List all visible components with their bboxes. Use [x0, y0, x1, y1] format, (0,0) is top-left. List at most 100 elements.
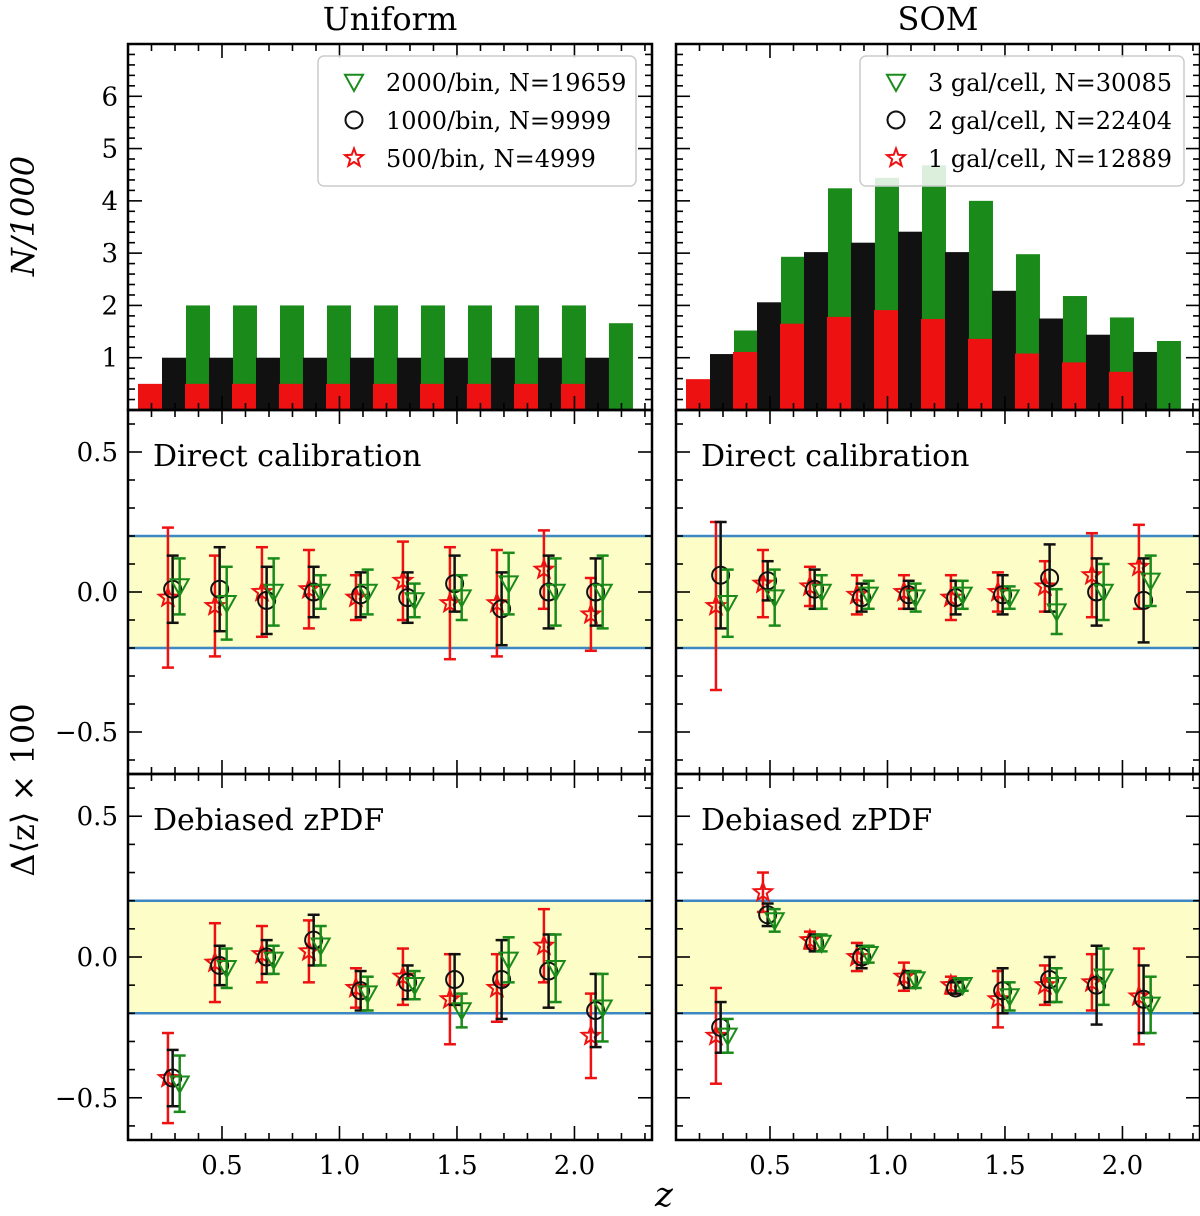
point-black-9 [586, 582, 606, 602]
bar-red-1 [184, 383, 209, 410]
x-tick-label: 1.0 [867, 1151, 908, 1181]
legend-marker-black [886, 110, 906, 130]
bar-black-1 [756, 302, 781, 410]
point-green-1 [763, 912, 786, 932]
panel-som-counts: 3 gal/cell, N=30085 2 gal/cell, N=22404 1 … [674, 42, 1200, 412]
legend-label-red: 1 gal/cell, N=12889 [928, 145, 1172, 173]
point-green-7 [497, 575, 520, 595]
point-green-5 [403, 592, 426, 612]
y-tick-label: −0.5 [55, 718, 118, 748]
point-red-6 [986, 579, 1010, 603]
point-red-4 [892, 579, 916, 603]
legend-marker-green [885, 73, 907, 94]
point-green-7 [497, 951, 520, 971]
point-green-1 [215, 595, 238, 615]
point-black-7 [492, 599, 512, 619]
bar-black-2 [803, 252, 828, 410]
y-tick-label: 0.5 [77, 438, 118, 468]
point-red-2 [798, 927, 822, 951]
point-red-4 [344, 975, 368, 999]
x-tick-label: 0.5 [201, 1151, 242, 1181]
bar-black-8 [537, 357, 562, 410]
point-green-5 [951, 586, 974, 606]
bar-red-9 [560, 383, 585, 410]
point-green-3 [857, 586, 880, 606]
point-black-4 [899, 970, 919, 990]
bar-black-2 [255, 357, 280, 410]
point-black-7 [1040, 568, 1060, 588]
point-black-8 [539, 582, 559, 602]
bar-black-7 [1038, 318, 1063, 410]
point-black-6 [445, 970, 465, 990]
point-red-2 [250, 941, 274, 965]
point-red-2 [798, 574, 822, 597]
point-black-2 [805, 933, 825, 953]
point-green-1 [763, 589, 786, 609]
legend-label-red: 500/bin, N=4999 [386, 145, 596, 173]
point-green-3 [309, 583, 332, 604]
y-tick-label: 0.0 [77, 578, 118, 608]
point-green-0 [716, 1027, 739, 1047]
bar-red-2 [231, 383, 256, 410]
bar-black-5 [396, 357, 421, 410]
point-red-8 [532, 557, 556, 580]
legend-marker-black [344, 110, 364, 130]
y-tick-label: −0.5 [55, 1084, 118, 1114]
point-green-2 [262, 583, 285, 604]
point-black-9 [1134, 590, 1154, 610]
bar-black-6 [991, 290, 1016, 410]
point-black-1 [758, 905, 778, 925]
point-black-8 [1087, 582, 1107, 602]
point-black-2 [257, 947, 277, 967]
point-green-9 [591, 583, 614, 604]
y-tick-label: 5 [101, 135, 118, 165]
point-red-9 [579, 602, 603, 625]
point-green-9 [1139, 572, 1162, 592]
point-green-4 [904, 589, 927, 609]
legend-uniform-counts: 2000/bin, N=19659 1000/bin, N=9999 500/bin… [317, 55, 637, 187]
panel-frame [674, 772, 1200, 1142]
point-black-3 [304, 930, 324, 950]
bar-black-8 [1085, 334, 1110, 410]
point-red-1 [203, 950, 227, 973]
legend-box [317, 55, 637, 187]
y-tick-label: 2 [101, 291, 118, 321]
bar-red-3 [278, 383, 303, 410]
point-red-8 [1080, 969, 1104, 993]
legend-som-counts: 3 gal/cell, N=30085 2 gal/cell, N=22404 1 … [859, 55, 1185, 187]
point-green-4 [356, 985, 379, 1005]
point-green-7 [1045, 976, 1068, 997]
point-red-4 [892, 964, 916, 987]
point-green-0 [168, 578, 191, 598]
bar-black-4 [897, 231, 922, 410]
x-tick-label: 2.0 [554, 1151, 595, 1181]
x-tick-label: 1.0 [319, 1151, 360, 1181]
point-green-8 [544, 583, 567, 604]
bar-green-9 [608, 323, 633, 410]
bar-green-9 [1156, 340, 1181, 410]
bar-black-3 [850, 242, 875, 410]
point-black-5 [398, 972, 418, 992]
x-tick-label: 2.0 [1102, 1151, 1143, 1181]
bar-black-4 [349, 357, 374, 410]
bar-red-6 [419, 383, 444, 410]
point-green-6 [998, 988, 1021, 1008]
point-red-2 [250, 579, 274, 603]
panel-uniform-direct: Direct calibration −0.5 0.0 0.5 [55, 408, 654, 776]
point-red-6 [438, 986, 462, 1010]
bar-black-6 [443, 357, 468, 410]
point-green-5 [951, 976, 974, 997]
bar-red-5 [372, 383, 397, 410]
bar-black-0 [709, 354, 734, 410]
point-red-8 [1080, 562, 1104, 586]
point-green-6 [450, 1002, 473, 1022]
point-green-8 [544, 960, 567, 980]
bar-red-7 [1014, 353, 1039, 410]
y-axis-label-top: N/1000 [4, 156, 42, 277]
x-tick-label: 1.5 [436, 1151, 477, 1181]
point-black-2 [805, 579, 825, 599]
point-green-2 [810, 934, 833, 954]
panel-uniform-counts: 1 2 3 4 5 6 2000/bin, N=19659 1000/bin, N=9999 5… [101, 42, 654, 412]
legend-marker-red [884, 145, 908, 169]
